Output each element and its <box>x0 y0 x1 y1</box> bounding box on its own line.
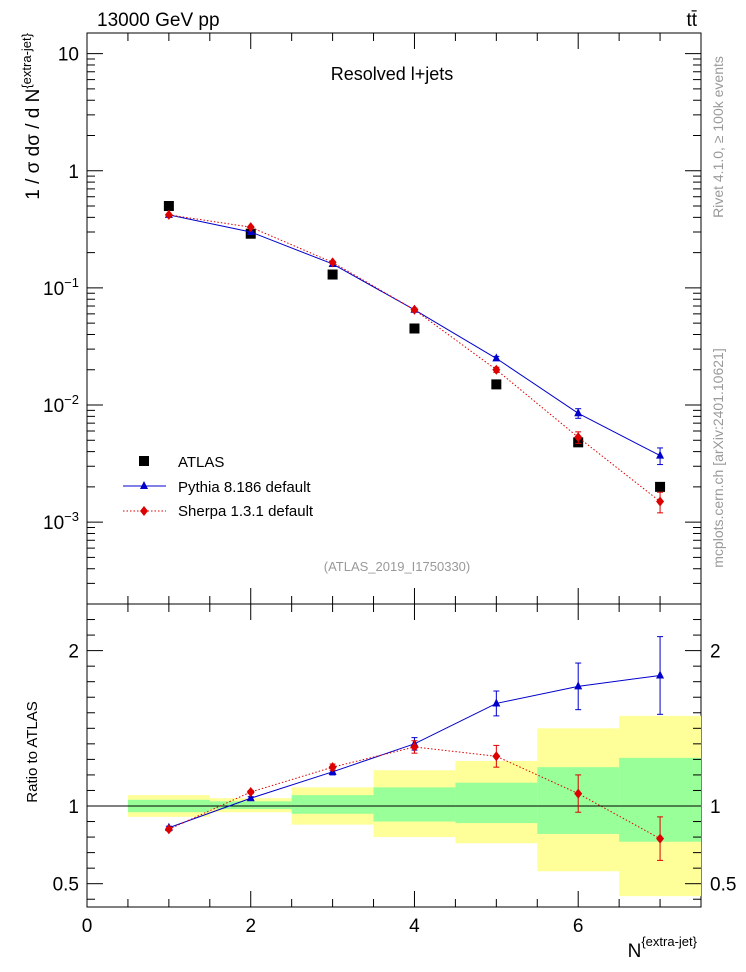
atlas-point <box>163 201 174 212</box>
ratio-pythia-point <box>574 681 583 690</box>
legend-label-pythia: Pythia 8.186 default <box>178 479 311 496</box>
y-tick-label-exponent: −2 <box>64 392 79 407</box>
ratio-band-inner <box>455 782 538 824</box>
ratio-band-inner <box>209 801 292 810</box>
legend: ATLAS Pythia 8.186 default Sherpa 1.3.1 … <box>123 454 314 520</box>
ratio-sherpa-point <box>410 741 419 752</box>
process-label: tt̄ <box>686 10 697 31</box>
ratio-sherpa-point <box>246 787 255 798</box>
x-tick-label: 0 <box>82 916 93 937</box>
ratio-band-inner <box>373 787 456 822</box>
atlas-point <box>409 323 420 334</box>
legend-label-sherpa: Sherpa 1.3.1 default <box>178 503 314 520</box>
ratio-pythia-point <box>656 670 665 679</box>
plot-title: Resolved l+jets <box>331 64 454 84</box>
ratio-sherpa-point <box>656 833 665 844</box>
y-tick-label: 10−1 <box>43 275 79 300</box>
energy-label: 13000 GeV pp <box>97 10 220 31</box>
legend-label-atlas: ATLAS <box>178 454 224 471</box>
x-tick-label: 4 <box>409 916 420 937</box>
ratio-y-tick-label-right: 2 <box>710 642 721 663</box>
ratio-y-tick-label-right: 1 <box>710 797 721 818</box>
legend-marker-sherpa <box>140 506 148 516</box>
y-tick-label: 10 <box>58 45 79 66</box>
y-tick-label: 10−3 <box>43 509 79 534</box>
ratio-band-inner <box>291 795 374 814</box>
pythia-point <box>492 353 501 362</box>
ratio-sherpa-point <box>574 788 583 799</box>
sherpa-point <box>492 364 501 375</box>
y-tick-label-base: 10 <box>43 396 64 417</box>
sherpa-point <box>164 209 173 220</box>
ratio-pythia-point <box>246 793 255 802</box>
ratio-sherpa-point <box>328 762 337 773</box>
y-tick-label-base: 10 <box>43 513 64 534</box>
sherpa-line <box>168 214 661 502</box>
ratio-y-tick-label-left: 1 <box>68 797 79 818</box>
pythia-point <box>656 450 665 459</box>
sherpa-point <box>410 304 419 315</box>
pythia-point <box>574 408 583 417</box>
ratio-y-tick-label-right: 0.5 <box>710 875 736 896</box>
sherpa-point <box>656 496 665 507</box>
rivet-label: Rivet 4.1.0, ≥ 100k events <box>710 56 726 218</box>
ratio-plot: 0.5 0.5 1 1 2 2 0 2 4 6 <box>53 604 736 937</box>
x-tick-label: 2 <box>245 916 256 937</box>
atlas-point <box>655 481 666 492</box>
x-axis-label-sup: {extra-jet} <box>641 934 697 949</box>
sherpa-point <box>246 222 255 233</box>
x-axis-label: N{extra-jet} <box>628 934 698 962</box>
ratio-y-tick-label-left: 2 <box>68 642 79 663</box>
main-y-axis-label-sup: {extra-jet} <box>19 32 34 88</box>
ratio-y-tick-label-left: 0.5 <box>53 875 79 896</box>
source-label: mcplots.cern.ch [arXiv:2401.10621] <box>710 348 726 567</box>
ratio-sherpa-point <box>492 751 501 762</box>
sherpa-point <box>574 432 583 443</box>
x-tick-label: 6 <box>573 916 584 937</box>
y-tick-label-base: 10 <box>43 279 64 300</box>
legend-marker-atlas <box>139 456 149 466</box>
y-tick-label-exponent: −1 <box>64 275 79 290</box>
y-tick-label-exponent: −3 <box>64 509 79 524</box>
main-y-axis-label: 1 / σ dσ / d N{extra-jet} <box>19 32 44 199</box>
y-tick-label: 1 <box>68 162 79 183</box>
y-tick-label: 10−2 <box>43 392 79 417</box>
legend-marker-pythia <box>140 481 148 489</box>
analysis-watermark: (ATLAS_2019_I1750330) <box>324 559 470 574</box>
y-tick-label-base: 1 <box>68 162 79 183</box>
pythia-line <box>168 214 661 457</box>
ratio-sherpa-point <box>164 824 173 835</box>
sherpa-point <box>328 257 337 268</box>
ratio-pythia-point <box>492 698 501 707</box>
main-y-axis-label-main: 1 / σ dσ / d N <box>23 89 44 200</box>
y-tick-label-base: 10 <box>58 45 79 66</box>
x-axis-label-main: N <box>628 941 642 962</box>
atlas-point <box>327 269 338 280</box>
ratio-y-axis-label: Ratio to ATLAS <box>24 701 41 802</box>
atlas-point <box>491 379 502 390</box>
